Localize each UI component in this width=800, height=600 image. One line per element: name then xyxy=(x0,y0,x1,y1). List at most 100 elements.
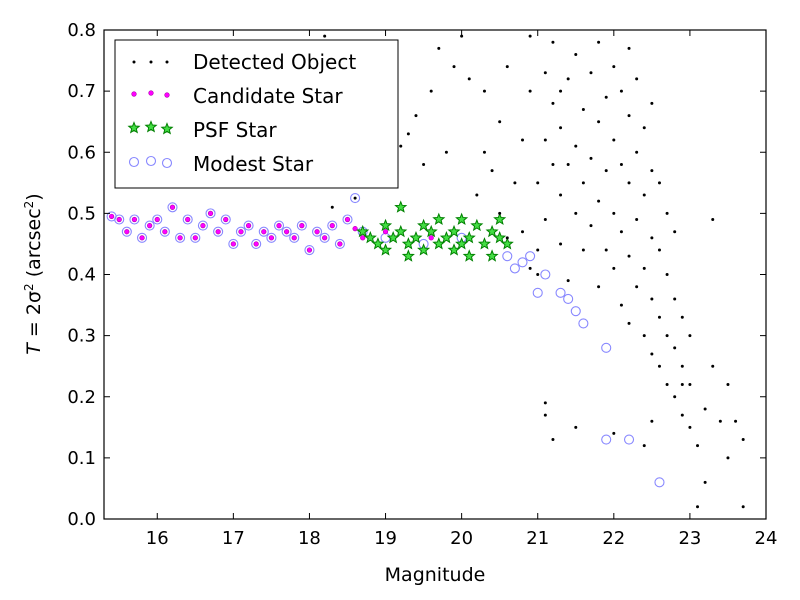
psf-star-point xyxy=(447,243,461,256)
modest-star-point xyxy=(601,434,612,445)
detected-object-point xyxy=(673,346,677,350)
detected-object-point xyxy=(536,181,540,185)
candidate-star-point xyxy=(109,213,115,220)
modest-star-point xyxy=(121,226,132,237)
candidate-star-point xyxy=(360,235,366,241)
modest-star-point xyxy=(509,263,520,274)
detected-object-point xyxy=(536,248,540,252)
detected-object-point xyxy=(741,505,745,509)
detected-object-point xyxy=(574,211,578,215)
detected-object-point xyxy=(460,34,464,38)
detected-object-point xyxy=(635,150,639,154)
modest-star-point xyxy=(129,214,140,225)
psf-star-point xyxy=(447,224,461,238)
psf-star-point xyxy=(401,237,415,250)
detected-object-point xyxy=(650,169,654,173)
detected-object-point xyxy=(505,65,509,69)
candidate-star-point xyxy=(352,226,358,232)
candidate-star-point xyxy=(382,229,389,235)
y-tick-label: 0.6 xyxy=(67,142,96,163)
legend-label: Modest Star xyxy=(193,152,314,176)
detected-object-point xyxy=(559,89,563,93)
x-tick-label: 24 xyxy=(755,528,778,549)
psf-star-point xyxy=(424,224,438,238)
psf-star-point xyxy=(432,237,446,250)
x-tick-label: 20 xyxy=(450,528,473,549)
detected-object-point xyxy=(619,162,623,166)
modest-star-point xyxy=(517,257,528,268)
detected-object-point xyxy=(703,407,707,411)
modest-star-point xyxy=(342,214,353,225)
y-tick-label: 0.1 xyxy=(67,448,96,469)
detected-object-point xyxy=(589,71,593,75)
detected-object-point xyxy=(657,248,661,252)
modest-star-point xyxy=(220,214,231,225)
detected-object-point xyxy=(551,101,555,105)
psf-star-point xyxy=(470,218,484,232)
detected-object-point xyxy=(437,46,441,50)
detected-object-point xyxy=(688,383,692,387)
detected-object-point xyxy=(597,199,601,203)
detected-object-point xyxy=(612,431,616,435)
detected-object-point xyxy=(642,193,646,197)
detected-object-point xyxy=(597,120,601,124)
detected-object-point xyxy=(589,156,593,160)
candidate-star-point xyxy=(154,216,160,223)
detected-object-point xyxy=(559,193,563,197)
candidate-star-point xyxy=(116,216,122,223)
detected-object-point xyxy=(642,334,646,338)
detected-object-point xyxy=(543,71,547,75)
x-tick-label: 16 xyxy=(146,528,169,549)
detected-object-point xyxy=(619,89,623,93)
psf-star-point xyxy=(485,224,499,238)
x-tick-label: 22 xyxy=(602,528,625,549)
detected-object-point xyxy=(323,34,327,38)
detected-object-point xyxy=(680,315,684,319)
psf-star-point xyxy=(493,230,507,244)
candidate-star-point xyxy=(185,216,191,223)
psf-star-point xyxy=(379,243,393,256)
ticks-layer: 16 17 18 19 20 21 22 23 24 0.0 0.1 0.2 0.3 0.4 0.5 0.6 0… xyxy=(67,20,777,549)
detected-object-point xyxy=(650,419,654,423)
detected-object-point xyxy=(505,236,509,240)
detected-object-point xyxy=(696,505,700,509)
detected-object-point xyxy=(551,438,555,442)
legend-marker xyxy=(128,156,140,168)
detected-object-point xyxy=(528,89,532,93)
detected-object-point xyxy=(741,438,745,442)
detected-object-point xyxy=(399,144,403,148)
detected-object-point xyxy=(627,46,631,50)
detected-object-point xyxy=(665,273,669,276)
modest-star-point xyxy=(289,232,300,243)
detected-object-point xyxy=(680,364,684,368)
detected-object-point xyxy=(543,217,547,221)
detected-object-point xyxy=(711,364,715,368)
modest-star-point xyxy=(578,318,589,329)
detected-object-point xyxy=(551,162,555,166)
detected-object-point xyxy=(665,334,669,338)
legend-marker xyxy=(131,91,137,97)
modest-star-point xyxy=(304,245,315,256)
candidate-star-point xyxy=(322,235,328,241)
candidate-star-point xyxy=(200,223,206,229)
modest-star-point xyxy=(175,232,186,243)
detected-object-point xyxy=(635,285,639,289)
detected-object-point xyxy=(627,254,631,258)
modest-star-point xyxy=(502,251,513,262)
y-tick-label: 0.8 xyxy=(67,20,96,41)
candidate-star-point xyxy=(337,241,343,247)
legend-label: PSF Star xyxy=(193,118,277,142)
detected-object-point xyxy=(475,193,479,197)
candidate-star-point xyxy=(124,229,130,235)
detected-object-point xyxy=(528,266,532,270)
detected-object-point xyxy=(498,211,502,215)
detected-object-point xyxy=(673,395,677,399)
legend-marker xyxy=(161,157,173,169)
legend-marker xyxy=(165,60,169,64)
psf-star-point xyxy=(379,218,393,232)
modest-star-point xyxy=(312,226,323,237)
detected-object-point xyxy=(406,132,410,136)
modest-star-point xyxy=(570,306,581,317)
detected-object-point xyxy=(642,444,646,448)
x-tick-label: 21 xyxy=(526,528,549,549)
